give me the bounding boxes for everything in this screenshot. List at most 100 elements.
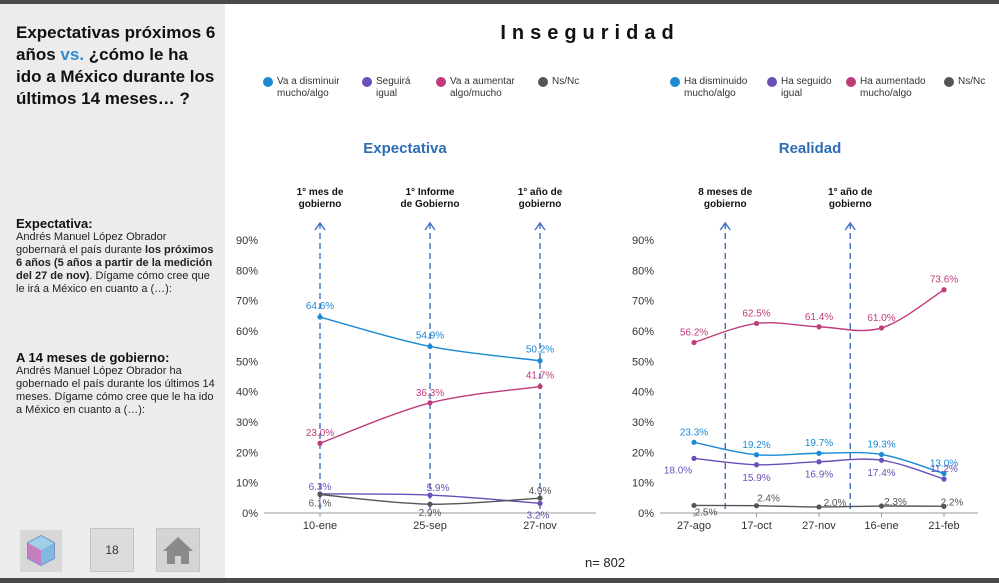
- legend-dot-icon: [846, 77, 856, 87]
- sample-size: n= 802: [585, 555, 626, 570]
- data-point: [878, 451, 885, 458]
- data-point: [878, 503, 885, 509]
- y-tick-label: 10%: [236, 478, 258, 490]
- legend-item-aumentar: Va a aumentar algo/mucho: [436, 76, 530, 100]
- data-point: [753, 320, 760, 327]
- data-label: 64.6%: [306, 301, 334, 312]
- data-label: 23.0%: [306, 428, 334, 439]
- y-tick-label: 0%: [242, 508, 258, 520]
- legend-label: Va a aumentar algo/mucho: [450, 76, 515, 99]
- legend-label: Ha seguido igual: [781, 76, 832, 99]
- data-label: 6.3%: [309, 482, 332, 493]
- data-label: 13.0%: [930, 459, 958, 470]
- x-tick-label: 27-ago: [677, 520, 711, 532]
- x-tick-label: 17-oct: [741, 520, 772, 532]
- sidebar: Expectativas próximos 6 años vs. ¿cómo l…: [0, 4, 225, 578]
- data-point: [816, 450, 822, 456]
- bottom-bar: [0, 578, 999, 583]
- data-label: 36.3%: [416, 388, 444, 399]
- annotation-label: 1° año de: [518, 187, 563, 198]
- annotation-label: 1° mes de: [297, 187, 344, 198]
- legend-item-ha-seguido: Ha seguido igual: [767, 76, 837, 100]
- annotation-arrow-icon: [719, 221, 731, 231]
- y-tick-label: 80%: [236, 265, 258, 277]
- data-label: 19.7%: [805, 438, 833, 449]
- data-point: [753, 462, 760, 468]
- data-point: [537, 358, 543, 364]
- annotation-arrow-icon: [424, 221, 436, 231]
- data-point: [878, 457, 885, 463]
- legend-dot-icon: [436, 77, 446, 87]
- legend-item-disminuir: Va a disminuir mucho/algo: [263, 76, 367, 100]
- data-point: [878, 325, 885, 331]
- data-label: 2.0%: [824, 498, 847, 509]
- x-tick-label: 10-ene: [303, 520, 337, 532]
- data-label: 18.0%: [664, 465, 692, 476]
- data-point: [941, 503, 947, 509]
- legend-item-nsnc: Ns/Nc: [538, 76, 580, 88]
- data-label: 6.1%: [309, 498, 332, 509]
- data-point: [427, 501, 433, 507]
- data-label: 41.7%: [526, 371, 554, 382]
- annotation-arrow-icon: [844, 221, 856, 231]
- legend-item-ha-aumentado: Ha aumentado mucho/algo: [846, 76, 932, 100]
- annotation-label: gobierno: [704, 199, 747, 210]
- legend-item-igual: Seguirá igual: [362, 76, 418, 100]
- data-label: 15.9%: [742, 473, 770, 484]
- annotation-label: gobierno: [519, 199, 562, 210]
- data-label: 2.2%: [941, 497, 964, 508]
- data-point: [691, 339, 697, 346]
- y-tick-label: 0%: [638, 508, 654, 520]
- expectativa-bold-text: los próximos 6 años (5 años a partir de …: [16, 244, 214, 282]
- data-label: 3.2%: [527, 510, 550, 521]
- data-label: 61.0%: [867, 313, 895, 324]
- y-tick-label: 30%: [632, 417, 654, 429]
- question-vs: vs.: [60, 45, 85, 64]
- data-label: 23.3%: [680, 427, 708, 438]
- chart-title-expectativa: Expectativa: [363, 140, 447, 157]
- data-label: 62.5%: [742, 308, 770, 319]
- data-point: [816, 324, 822, 330]
- legend-label: Ns/Nc: [552, 76, 580, 87]
- expectativa-heading: Expectativa:: [16, 216, 93, 231]
- legend-item-ha-nsnc: Ns/Nc: [944, 76, 985, 88]
- data-label: 19.3%: [867, 439, 895, 450]
- top-bar: [0, 0, 999, 4]
- x-tick-label: 25-sep: [413, 520, 447, 532]
- data-label: 2.5%: [695, 507, 718, 518]
- y-tick-label: 60%: [632, 326, 654, 338]
- y-tick-label: 40%: [236, 387, 258, 399]
- annotation-label: 8 meses de: [698, 187, 752, 198]
- home-icon[interactable]: [156, 528, 200, 572]
- page-title: Inseguridad: [500, 22, 680, 44]
- y-tick-label: 70%: [236, 296, 258, 308]
- y-tick-label: 30%: [236, 417, 258, 429]
- data-label: 50.2%: [526, 345, 554, 356]
- data-point: [753, 452, 760, 458]
- expectativa-text-end: . Dígame cómo cree que le irá a México e…: [16, 270, 210, 295]
- legend-dot-icon: [538, 77, 548, 87]
- data-point: [691, 502, 697, 509]
- data-point: [317, 314, 323, 320]
- legend-dot-icon: [263, 77, 273, 87]
- data-label: 4.9%: [529, 486, 552, 497]
- x-tick-label: 16-ene: [864, 520, 898, 532]
- data-label: 5.9%: [427, 483, 450, 494]
- data-point: [537, 495, 543, 501]
- legend-dot-icon: [767, 77, 777, 87]
- data-label: 61.4%: [805, 312, 833, 323]
- data-point: [427, 400, 433, 406]
- legend-label: Va a disminuir mucho/algo: [277, 76, 340, 99]
- data-point: [537, 383, 543, 390]
- x-tick-label: 21-feb: [928, 520, 959, 532]
- data-point: [691, 455, 697, 461]
- question-title: Expectativas próximos 6 años vs. ¿cómo l…: [16, 22, 216, 110]
- meses-heading: A 14 meses de gobierno:: [16, 350, 170, 365]
- annotation-label: de Gobierno: [401, 199, 460, 210]
- chart-title-realidad: Realidad: [778, 140, 842, 157]
- meses-section: A 14 meses de gobierno: Andrés Manuel Ló…: [16, 350, 216, 417]
- data-label: 54.9%: [416, 330, 444, 341]
- annotation-arrow-icon: [314, 221, 326, 231]
- legend-dot-icon: [670, 77, 680, 87]
